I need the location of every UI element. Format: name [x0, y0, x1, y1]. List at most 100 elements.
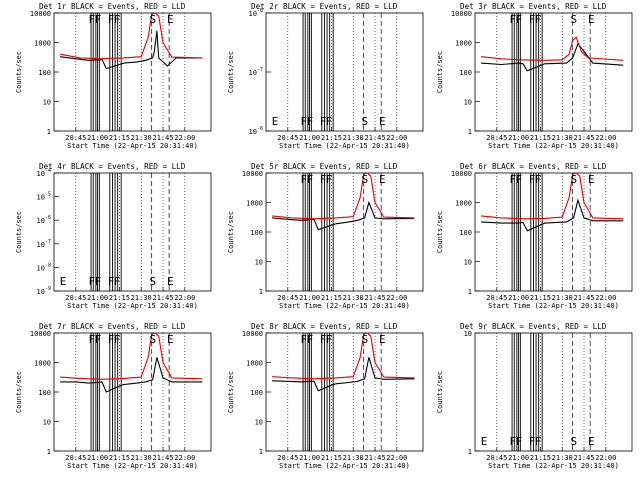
phase-marker: S: [150, 13, 157, 26]
phase-marker: F: [529, 173, 536, 186]
plot-frame: [265, 332, 424, 452]
x-tick-label: 21:15: [321, 134, 342, 142]
series-events-line: [60, 30, 203, 70]
x-tick-label: 21:00: [299, 294, 320, 302]
x-axis-label: Start Time (22-Apr-15 20:31:40): [279, 302, 410, 310]
x-tick-label: 21:15: [109, 454, 130, 462]
phase-marker: F: [535, 435, 542, 448]
x-tick-label: 20:45: [277, 134, 298, 142]
x-tick-label: 21:00: [299, 134, 320, 142]
phase-marker: E: [481, 435, 488, 448]
y-tick-label: 1000: [34, 360, 51, 368]
y-tick-label: 10: [255, 259, 263, 267]
y-tick-label: 10000: [30, 330, 51, 338]
x-tick-label: 21:00: [87, 454, 108, 462]
y-tick-label: 1: [47, 128, 51, 136]
panel-title: Det 3r BLACK = Events, RED = LLD: [460, 2, 607, 11]
y-tick-label: 100: [459, 69, 472, 77]
phase-marker: E: [588, 173, 595, 186]
phase-marker: F: [516, 173, 523, 186]
series-events-line: [60, 357, 203, 393]
series-events-line: [481, 198, 624, 232]
phase-marker: S: [150, 333, 157, 346]
phase-marker: F: [535, 173, 542, 186]
x-tick-label: 21:30: [552, 294, 573, 302]
phase-marker: S: [362, 115, 369, 128]
y-tick-label: 1: [259, 448, 263, 456]
x-axis-label: Start Time (22-Apr-15 20:31:40): [488, 142, 619, 150]
x-tick-label: 22:00: [174, 454, 195, 462]
panel-title: Det 8r BLACK = Events, RED = LLD: [251, 322, 398, 331]
y-axis-label: Counts/sec: [227, 211, 235, 253]
panel-det-1r: Det 1r BLACK = Events, RED = LLD 1 10 100 10…: [15, 2, 212, 150]
phase-marker: E: [379, 173, 386, 186]
x-tick-label: 21:15: [321, 294, 342, 302]
x-tick-label: 21:45: [364, 134, 385, 142]
phase-marker: F: [301, 115, 308, 128]
plot-frame: [53, 332, 212, 452]
phase-marker: F: [326, 115, 333, 128]
phase-marker: F: [114, 275, 121, 288]
x-axis-label: Start Time (22-Apr-15 20:31:40): [67, 462, 198, 470]
panel-title: Det 6r BLACK = Events, RED = LLD: [460, 162, 607, 171]
phase-marker: E: [272, 115, 279, 128]
phase-marker: S: [362, 173, 369, 186]
phase-marker: S: [571, 173, 578, 186]
series-events-line: [272, 357, 415, 392]
panel-title: Det 9r BLACK = Events, RED = LLD: [460, 322, 607, 331]
x-tick-label: 21:45: [573, 454, 594, 462]
y-axis-label: Counts/sec: [15, 211, 23, 253]
y-tick-label: 1: [259, 288, 263, 296]
phase-marker: F: [510, 173, 517, 186]
phase-marker: E: [167, 333, 174, 346]
x-tick-label: 20:45: [277, 454, 298, 462]
y-tick-label: 1000: [455, 200, 472, 208]
panel-det-6r: Det 6r BLACK = Events, RED = LLD 1 10 100 10…: [436, 162, 633, 310]
x-tick-label: 21:15: [530, 134, 551, 142]
y-tick-label: 10-5: [37, 192, 51, 202]
plot-frame: [53, 172, 212, 292]
x-tick-label: 21:30: [552, 134, 573, 142]
phase-marker: F: [108, 333, 115, 346]
panel-title: Det 5r BLACK = Events, RED = LLD: [251, 162, 398, 171]
x-tick-label: 21:30: [552, 454, 573, 462]
phase-marker: F: [89, 13, 96, 26]
y-tick-label: 10: [464, 259, 472, 267]
series-lld-line: [272, 172, 415, 220]
x-tick-label: 21:45: [152, 294, 173, 302]
y-tick-label: 10-9: [37, 286, 51, 296]
x-tick-label: 21:00: [508, 134, 529, 142]
x-tick-label: 22:00: [595, 454, 616, 462]
phase-marker: E: [60, 275, 67, 288]
phase-marker: F: [326, 173, 333, 186]
y-tick-label: 1000: [246, 360, 263, 368]
plot-frame: [474, 332, 633, 452]
y-axis-label: Counts/sec: [436, 211, 444, 253]
x-tick-label: 21:45: [573, 294, 594, 302]
phase-marker: F: [516, 13, 523, 26]
y-tick-label: 10-8: [37, 262, 51, 272]
series-lld-line: [60, 332, 203, 380]
y-tick-label: 10: [43, 99, 51, 107]
x-axis-label: Start Time (22-Apr-15 20:31:40): [488, 462, 619, 470]
x-axis-label: Start Time (22-Apr-15 20:31:40): [279, 142, 410, 150]
phase-marker: F: [301, 333, 308, 346]
x-tick-label: 20:45: [65, 294, 86, 302]
panel-title: Det 4r BLACK = Events, RED = LLD: [39, 162, 186, 171]
x-tick-label: 21:30: [343, 294, 364, 302]
x-tick-label: 20:45: [65, 454, 86, 462]
phase-marker: F: [510, 13, 517, 26]
phase-marker: S: [571, 435, 578, 448]
y-tick-label: 10: [464, 330, 472, 338]
x-tick-label: 21:45: [364, 454, 385, 462]
phase-marker: F: [320, 115, 327, 128]
phase-marker: F: [320, 333, 327, 346]
series-lld-line: [272, 332, 415, 380]
series-lld-line: [60, 12, 203, 60]
y-tick-label: 10-6: [249, 126, 263, 136]
x-tick-label: 21:00: [508, 454, 529, 462]
phase-marker: S: [150, 275, 157, 288]
x-tick-label: 22:00: [174, 294, 195, 302]
panel-det-3r: Det 3r BLACK = Events, RED = LLD 1 10 100 10…: [436, 2, 633, 150]
y-tick-label: 100: [459, 229, 472, 237]
